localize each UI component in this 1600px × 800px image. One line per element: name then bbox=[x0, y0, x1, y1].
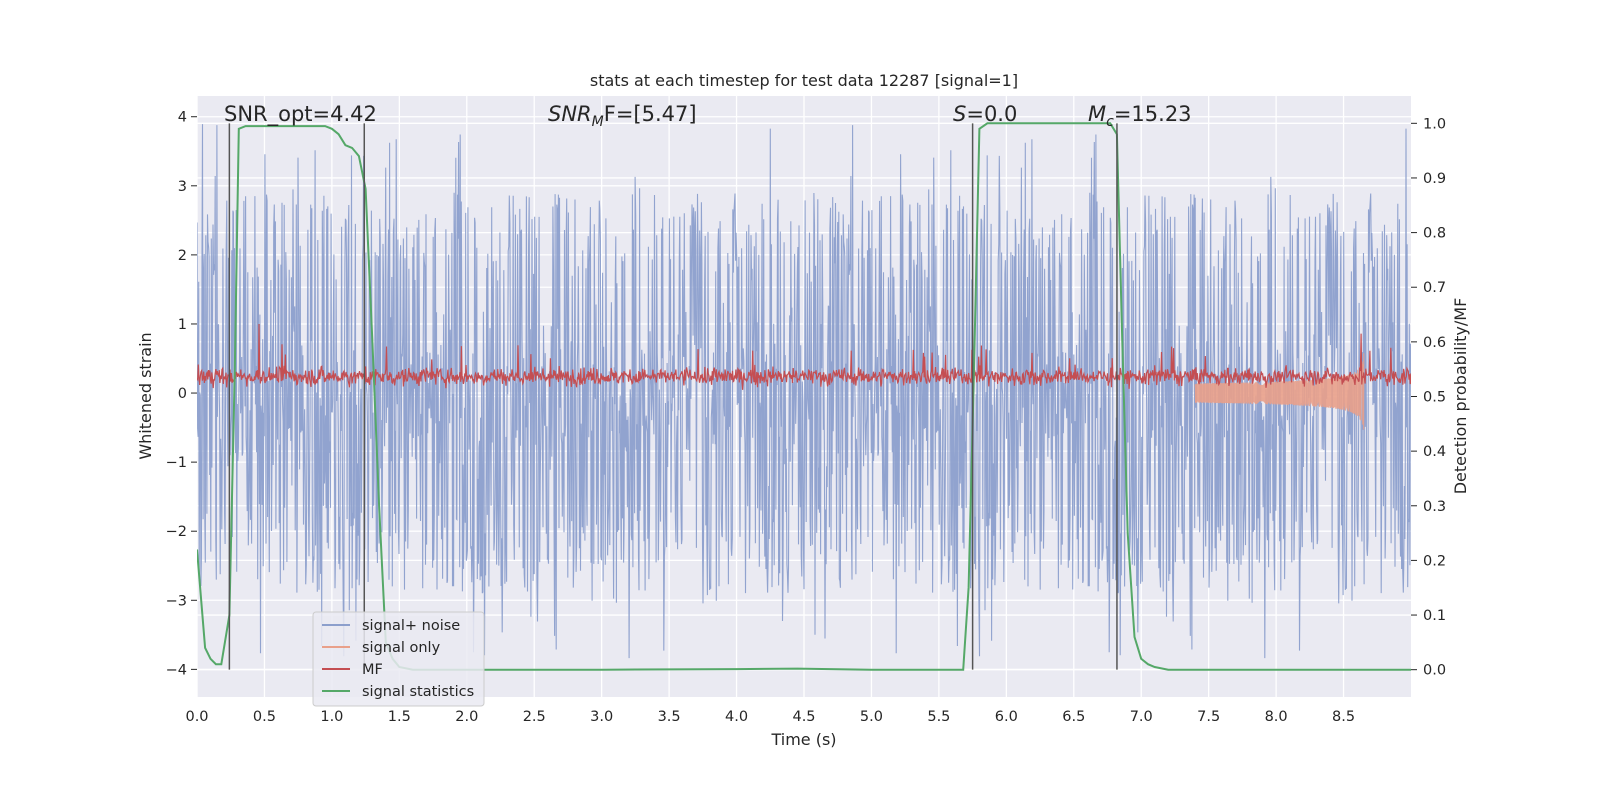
annotation-snr-mf-sub: M bbox=[592, 114, 604, 130]
y-tick-label: −2 bbox=[166, 524, 187, 540]
y2-tick-label: 0.4 bbox=[1423, 444, 1446, 460]
y-tick-label: 2 bbox=[178, 248, 187, 264]
x-ticks: 0.0 0.5 1.0 1.5 2.0 2.5 3.0 3.5 4.0 4.5 5.0 5.5 6.0 6… bbox=[185, 709, 1355, 725]
annotation-mc-sub: c bbox=[1106, 114, 1114, 130]
x-tick-label: 1.5 bbox=[388, 709, 411, 725]
series-signal-noise bbox=[197, 124, 1411, 659]
y-tick-label: 4 bbox=[178, 110, 187, 126]
x-tick-label: 4.5 bbox=[792, 709, 815, 725]
y-tick-label: 0 bbox=[178, 386, 187, 402]
y2-tick-label: 0.2 bbox=[1423, 553, 1446, 569]
legend-label-mf: MF bbox=[362, 662, 383, 678]
y2-tick-label: 0.3 bbox=[1423, 499, 1446, 515]
annotation-mc-value: Mc=15.23 bbox=[1088, 102, 1192, 130]
y2-tick-label: 0.7 bbox=[1423, 280, 1446, 296]
y-axis-label: Whitened strain bbox=[136, 332, 155, 459]
y2-tick-label: 0.6 bbox=[1423, 335, 1446, 351]
annotation-snr-mf-rest: F=[5.47] bbox=[604, 102, 697, 126]
annotation-mc-base: M bbox=[1088, 102, 1106, 126]
x-tick-label: 0.5 bbox=[253, 709, 276, 725]
annotation-s-value: S=0.0 bbox=[953, 102, 1017, 126]
y-tick-label: −3 bbox=[166, 593, 187, 609]
y-ticks: −4 −3 −2 −1 0 1 2 3 4 bbox=[166, 110, 197, 678]
x-tick-label: 5.5 bbox=[927, 709, 950, 725]
annotation-mc-rest: =15.23 bbox=[1114, 102, 1192, 126]
x-tick-label: 5.0 bbox=[860, 709, 883, 725]
y-tick-label: −4 bbox=[166, 662, 187, 678]
y2-tick-label: 0.0 bbox=[1423, 663, 1446, 679]
x-tick-label: 3.0 bbox=[590, 709, 613, 725]
x-tick-label: 8.5 bbox=[1332, 709, 1355, 725]
x-tick-label: 7.5 bbox=[1197, 709, 1220, 725]
legend: signal+ noise signal only MF signal stat… bbox=[312, 611, 485, 707]
annotation-snr-opt: SNR_opt=4.42 bbox=[224, 102, 377, 127]
y2-axis-label: Detection probability/MF bbox=[1451, 298, 1470, 495]
chart-title: stats at each timestep for test data 122… bbox=[590, 71, 1018, 90]
x-tick-label: 7.0 bbox=[1130, 709, 1153, 725]
annotation-s-rest: =0.0 bbox=[966, 102, 1017, 126]
y-tick-label: 3 bbox=[178, 179, 187, 195]
x-tick-label: 6.5 bbox=[1062, 709, 1085, 725]
y2-tick-label: 0.8 bbox=[1423, 226, 1446, 242]
x-tick-label: 2.5 bbox=[523, 709, 546, 725]
series-signal-only bbox=[1194, 353, 1365, 430]
y-tick-label: −1 bbox=[166, 455, 187, 471]
legend-label-statistics: signal statistics bbox=[362, 684, 474, 700]
y2-tick-label: 0.9 bbox=[1423, 171, 1446, 187]
series-mf bbox=[197, 323, 1411, 390]
annotation-snr-mf: SNRMF=[5.47] bbox=[548, 102, 697, 130]
x-tick-label: 2.0 bbox=[455, 709, 478, 725]
vertical-lines bbox=[228, 123, 1118, 670]
x-axis-label: Time (s) bbox=[770, 730, 836, 749]
x-tick-label: 4.0 bbox=[725, 709, 748, 725]
x-tick-label: 6.0 bbox=[995, 709, 1018, 725]
annotation-snr-mf-base: SNR bbox=[548, 102, 592, 126]
x-tick-label: 1.0 bbox=[320, 709, 343, 725]
legend-label-noise: signal+ noise bbox=[362, 618, 460, 634]
y2-tick-label: 0.1 bbox=[1423, 608, 1446, 624]
y2-tick-label: 1.0 bbox=[1423, 116, 1446, 132]
x-tick-label: 3.5 bbox=[658, 709, 681, 725]
annotation-s-base: S bbox=[953, 102, 966, 126]
y-tick-label: 1 bbox=[178, 317, 187, 333]
y2-ticks: 0.0 0.1 0.2 0.3 0.4 0.5 0.6 0.7 0.8 0.9 1.0 bbox=[1411, 116, 1446, 679]
legend-label-signal-only: signal only bbox=[362, 640, 441, 656]
y2-tick-label: 0.5 bbox=[1423, 390, 1446, 406]
legend-box bbox=[312, 611, 485, 707]
x-tick-label: 0.0 bbox=[185, 709, 208, 725]
x-tick-label: 8.0 bbox=[1265, 709, 1288, 725]
